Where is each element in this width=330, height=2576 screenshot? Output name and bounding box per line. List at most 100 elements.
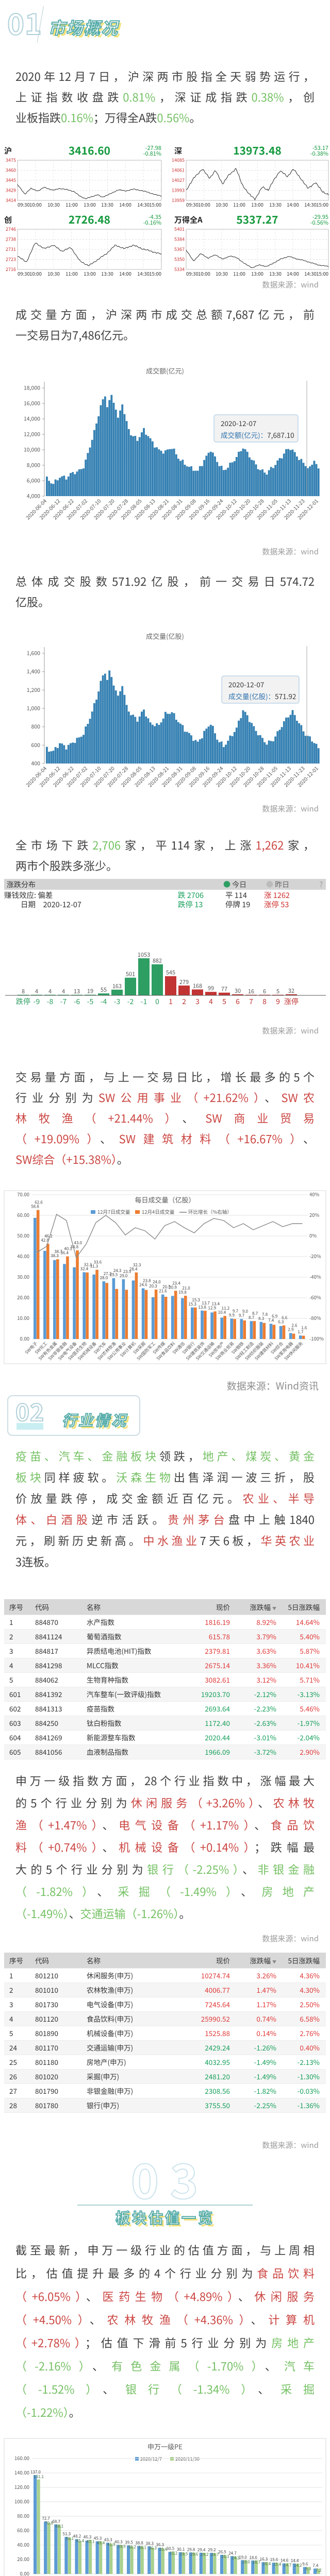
svg-text:13:30: 13:30: [101, 201, 113, 208]
svg-text:1.7: 1.7: [298, 1329, 304, 1335]
svg-text:14:30: 14:30: [137, 270, 150, 277]
svg-text:15.3: 15.3: [192, 1297, 200, 1303]
svg-text:40.00: 40.00: [17, 1252, 29, 1260]
svg-text:501: 501: [126, 970, 135, 978]
svg-text:60.00: 60.00: [17, 1211, 29, 1218]
svg-text:45.4: 45.4: [97, 2540, 105, 2546]
svg-text:14:00: 14:00: [287, 270, 299, 277]
svg-text:11:00: 11:00: [233, 270, 245, 277]
svg-text:申万一级PE: 申万一级PE: [147, 2442, 183, 2451]
svg-text:36.3: 36.3: [148, 2545, 157, 2551]
svg-text:-6: -6: [74, 996, 80, 1007]
svg-text:33.6: 33.6: [94, 1260, 102, 1265]
svg-text:38.8: 38.8: [135, 2540, 143, 2546]
svg-text:29.8: 29.8: [187, 2547, 195, 2552]
svg-text:39.9: 39.9: [118, 2544, 126, 2550]
svg-text:-4.35: -4.35: [148, 213, 161, 221]
svg-text:11:00: 11:00: [233, 201, 245, 208]
svg-text:汽车: 汽车: [163, 2575, 174, 2576]
svg-text:46.2: 46.2: [44, 1233, 53, 1239]
svg-text:14061: 14061: [172, 167, 185, 174]
svg-text:9.3: 9.3: [305, 2566, 311, 2572]
svg-text:38.2: 38.2: [128, 2545, 136, 2550]
svg-text:131.1: 131.1: [34, 2474, 44, 2480]
svg-text:13.7: 13.7: [202, 1300, 210, 1306]
svg-text:40%: 40%: [309, 1191, 320, 1198]
svg-text:30.5: 30.5: [167, 2546, 175, 2551]
svg-text:0%: 0%: [309, 1232, 317, 1239]
svg-text:36.4: 36.4: [60, 1250, 69, 1256]
svg-text:-27.98: -27.98: [145, 144, 161, 152]
svg-text:99: 99: [208, 984, 214, 992]
svg-text:2738: 2738: [6, 236, 16, 243]
svg-text:6.3: 6.3: [278, 1319, 284, 1325]
svg-text:5350: 5350: [174, 256, 185, 263]
svg-text:13993: 13993: [172, 187, 185, 194]
svg-text:9.9: 9.9: [229, 1312, 235, 1318]
svg-text:-60%: -60%: [309, 1294, 321, 1301]
svg-text:-29.95: -29.95: [312, 213, 328, 221]
svg-text:15:00: 15:00: [316, 201, 328, 208]
svg-text:0.00: 0.00: [20, 2570, 29, 2576]
svg-text:55: 55: [101, 986, 107, 994]
svg-text:4: 4: [35, 987, 38, 995]
svg-text:51.3: 51.3: [63, 2531, 71, 2537]
svg-text:400: 400: [31, 760, 41, 768]
svg-text:14:00: 14:00: [119, 270, 131, 277]
svg-text:3460: 3460: [6, 167, 16, 174]
svg-text:-5: -5: [87, 996, 94, 1007]
svg-text:45.3: 45.3: [94, 2535, 102, 2541]
svg-text:5334: 5334: [174, 266, 185, 273]
svg-text:2020-12-07: 2020-12-07: [221, 418, 256, 428]
svg-text:-53.17: -53.17: [312, 144, 328, 152]
svg-text:20%: 20%: [309, 1211, 320, 1218]
svg-text:72.7: 72.7: [42, 2516, 50, 2521]
svg-text:24.3: 24.3: [232, 2555, 240, 2561]
svg-text:3: 3: [195, 996, 200, 1007]
svg-text:-8: -8: [47, 996, 54, 1007]
svg-text:38.3: 38.3: [51, 1253, 59, 1259]
svg-text:电子: 电子: [60, 2575, 71, 2576]
svg-text:120.00: 120.00: [14, 2483, 29, 2490]
svg-text:创: 创: [4, 214, 12, 225]
svg-text:14.2: 14.2: [294, 2563, 302, 2568]
svg-text:-3: -3: [114, 996, 121, 1007]
svg-text:29.2: 29.2: [208, 2547, 216, 2553]
svg-text:279: 279: [179, 978, 189, 986]
svg-text:26.5: 26.5: [218, 2549, 226, 2555]
svg-text:5337.27: 5337.27: [236, 212, 278, 227]
svg-text:43.0: 43.0: [74, 1240, 82, 1246]
svg-text:6: 6: [236, 996, 240, 1007]
svg-text:68.7: 68.7: [52, 2519, 60, 2524]
svg-text:-0.38%: -0.38%: [310, 149, 328, 158]
svg-text:4: 4: [48, 987, 52, 995]
svg-text:34.8: 34.8: [71, 1244, 79, 1250]
svg-text:5367: 5367: [174, 246, 185, 252]
svg-text:35.4: 35.4: [159, 2547, 168, 2552]
svg-text:19: 19: [87, 987, 93, 995]
svg-text:19.0: 19.0: [242, 2559, 250, 2565]
svg-text:1,200: 1,200: [27, 686, 40, 694]
svg-text:沪: 沪: [4, 145, 12, 156]
svg-text:46.3: 46.3: [84, 2534, 92, 2540]
svg-text:48.2: 48.2: [73, 2534, 81, 2539]
svg-text:10.4: 10.4: [218, 1310, 226, 1315]
svg-text:2: 2: [182, 996, 186, 1007]
svg-text:38.3: 38.3: [145, 2540, 154, 2546]
svg-text:10:00: 10:00: [198, 201, 210, 208]
svg-text:2731: 2731: [6, 246, 16, 252]
svg-text:42.8: 42.8: [41, 1238, 49, 1243]
svg-text:77: 77: [221, 985, 227, 993]
svg-text:-0.16%: -0.16%: [143, 218, 161, 227]
svg-text:163: 163: [112, 982, 122, 990]
svg-text:1053: 1053: [138, 951, 150, 959]
svg-text:采掘: 采掘: [267, 2575, 278, 2576]
svg-text:13:00: 13:00: [84, 270, 96, 277]
svg-text:23.8: 23.8: [143, 1278, 151, 1284]
svg-text:11.2: 11.2: [222, 1306, 230, 1311]
svg-text:10:30: 10:30: [47, 270, 60, 277]
svg-text:32.4: 32.4: [80, 1266, 89, 1272]
svg-text:万得全A: 万得全A: [174, 214, 203, 225]
svg-text:32.3: 32.3: [84, 1262, 92, 1267]
svg-text:38.1: 38.1: [138, 2545, 146, 2551]
